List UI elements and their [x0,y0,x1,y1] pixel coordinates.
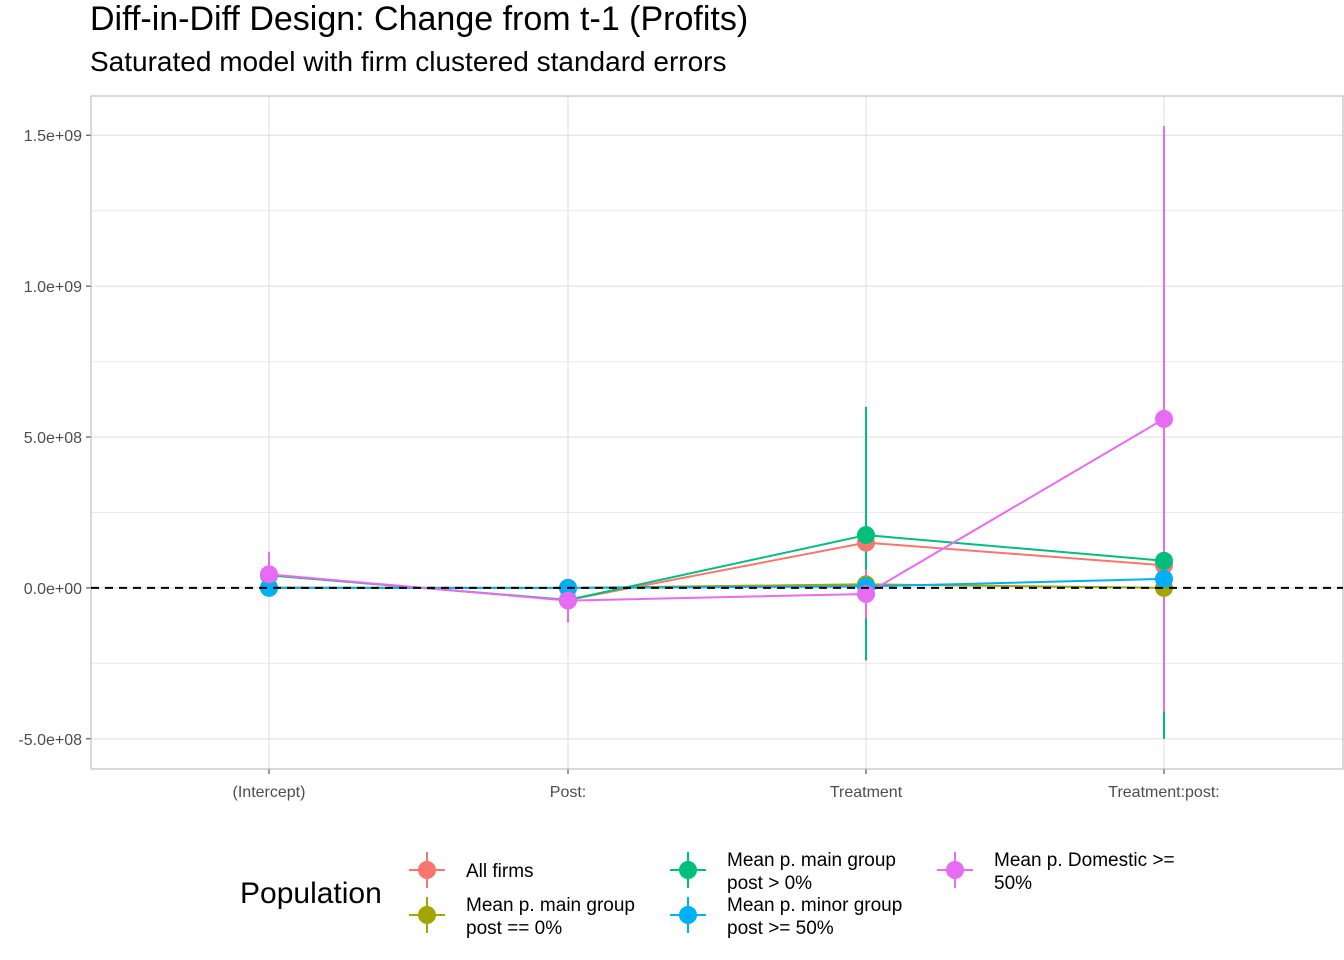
legend-item: Mean p. main group post == 0% [409,895,635,939]
legend-key-point [946,861,964,879]
legend: Population All firms Mean p. main group pos… [240,850,1175,939]
series-2 [268,382,1165,739]
legend-item: All firms [409,852,534,888]
data-point [1155,409,1173,428]
legend-label: Mean p. main group post > 0% [727,850,896,894]
x-tick-label: Post: [550,784,586,801]
chart-title: Diff-in-Diff Design: Change from t-1 (Pr… [90,0,749,38]
grid-layer [91,96,1343,769]
x-tick-label: Treatment [830,784,903,801]
legend-title: Population [240,877,382,910]
data-point [1155,569,1173,588]
axis-layer: -5.0e+08 0.0e+00 5.0e+08 1.0e+09 1.5e+09 (Int… [18,95,1344,801]
legend-label: Mean p. main group post == 0% [466,895,635,939]
x-tick-label: (Intercept) [233,784,306,801]
chart-subtitle: Saturated model with firm clustered stan… [90,46,727,77]
series-line [268,541,1165,602]
data-point [857,584,875,603]
data-point [857,526,875,545]
y-tick-label: 0.0e+00 [24,581,82,598]
series-line [268,534,1165,602]
legend-item: Mean p. main group post > 0% [670,850,896,894]
y-tick-label: -5.0e+08 [18,732,82,749]
legend-label: Mean p. Domestic >= 50% [994,850,1175,894]
series-layer [91,126,1343,739]
data-point [260,565,278,584]
legend-key-point [679,906,697,924]
legend-label: All firms [466,861,534,882]
panel-border [90,95,1344,770]
x-tick-label: Treatment:post: [1108,784,1219,801]
series-line [268,418,1165,602]
y-tick-label: 5.0e+08 [24,430,82,447]
legend-item: Mean p. minor group post >= 50% [670,895,902,939]
y-tick-label: 1.0e+09 [24,279,82,296]
series-4 [268,126,1165,712]
legend-key-point [679,861,697,879]
legend-item: Mean p. Domestic >= 50% [937,850,1175,894]
legend-key-point [418,906,436,924]
legend-key-point [418,861,436,879]
data-point [1155,551,1173,570]
data-point [559,591,577,610]
legend-label: Mean p. minor group post >= 50% [727,895,902,939]
y-tick-label: 1.5e+09 [24,128,82,145]
data-point [260,578,278,597]
